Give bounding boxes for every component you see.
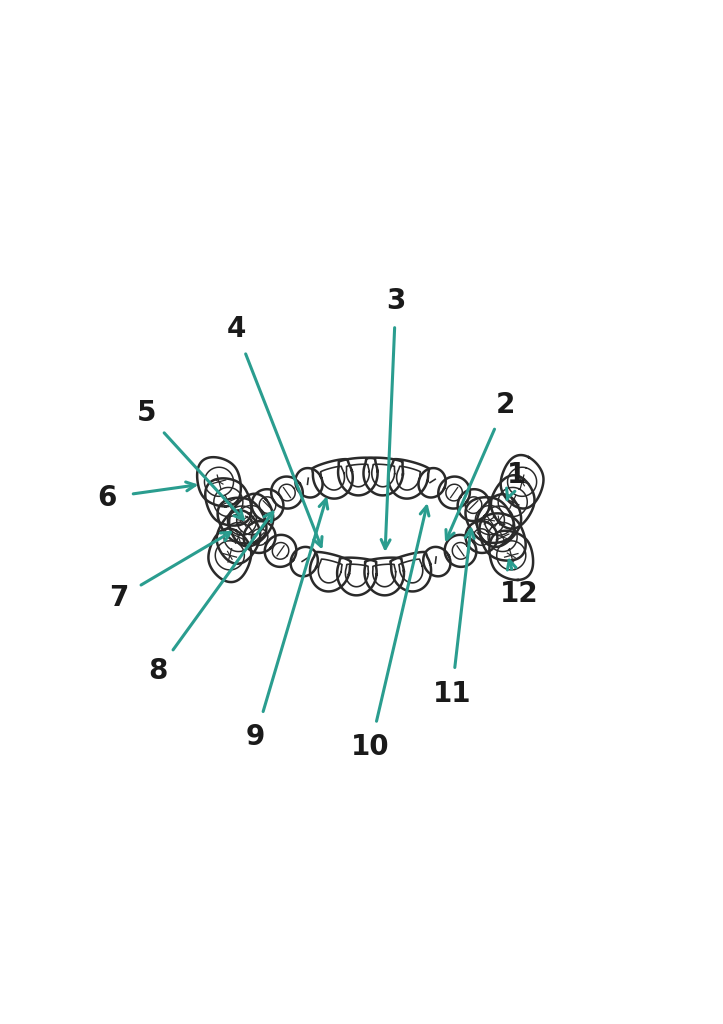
- Polygon shape: [217, 510, 260, 564]
- Polygon shape: [501, 455, 544, 509]
- Text: 12: 12: [500, 581, 539, 608]
- Text: 9: 9: [246, 723, 265, 751]
- Text: 5: 5: [137, 399, 156, 427]
- Polygon shape: [244, 521, 275, 553]
- Polygon shape: [458, 489, 489, 521]
- Polygon shape: [252, 489, 283, 521]
- Polygon shape: [491, 475, 534, 528]
- Polygon shape: [229, 494, 273, 547]
- Text: 10: 10: [351, 733, 390, 761]
- Polygon shape: [445, 535, 476, 567]
- Polygon shape: [364, 558, 404, 595]
- Polygon shape: [388, 459, 429, 499]
- Polygon shape: [423, 547, 450, 577]
- Polygon shape: [197, 457, 241, 507]
- Polygon shape: [337, 558, 377, 595]
- Polygon shape: [208, 528, 251, 582]
- Text: 11: 11: [432, 680, 471, 708]
- Polygon shape: [312, 459, 353, 499]
- Polygon shape: [466, 498, 514, 543]
- Polygon shape: [466, 521, 497, 553]
- Text: 4: 4: [226, 315, 246, 343]
- Polygon shape: [438, 476, 470, 509]
- Polygon shape: [310, 552, 351, 592]
- Polygon shape: [364, 458, 403, 496]
- Polygon shape: [271, 476, 303, 509]
- Polygon shape: [419, 468, 445, 498]
- Polygon shape: [489, 530, 533, 580]
- Text: 6: 6: [98, 483, 117, 512]
- Text: 2: 2: [495, 391, 515, 419]
- Polygon shape: [265, 535, 296, 567]
- Polygon shape: [479, 513, 526, 560]
- Polygon shape: [338, 458, 377, 496]
- Polygon shape: [291, 547, 318, 577]
- Polygon shape: [390, 552, 431, 592]
- Text: 8: 8: [148, 657, 167, 685]
- Text: 3: 3: [386, 288, 406, 315]
- Text: 7: 7: [108, 585, 128, 612]
- Text: 1: 1: [507, 461, 526, 489]
- Polygon shape: [296, 468, 322, 498]
- Polygon shape: [218, 498, 266, 544]
- Polygon shape: [205, 478, 252, 525]
- Polygon shape: [477, 495, 521, 547]
